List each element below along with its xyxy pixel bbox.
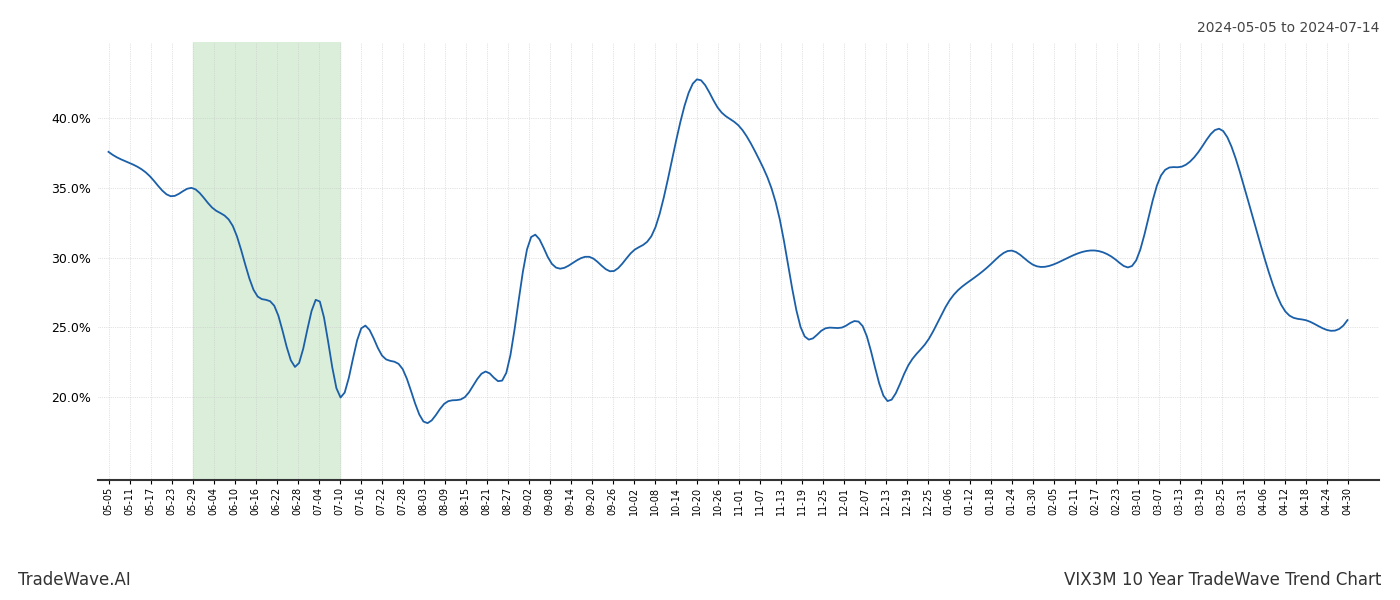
Text: VIX3M 10 Year TradeWave Trend Chart: VIX3M 10 Year TradeWave Trend Chart bbox=[1064, 571, 1382, 589]
Text: 2024-05-05 to 2024-07-14: 2024-05-05 to 2024-07-14 bbox=[1197, 21, 1379, 35]
Bar bbox=[193, 42, 340, 480]
Text: TradeWave.AI: TradeWave.AI bbox=[18, 571, 132, 589]
